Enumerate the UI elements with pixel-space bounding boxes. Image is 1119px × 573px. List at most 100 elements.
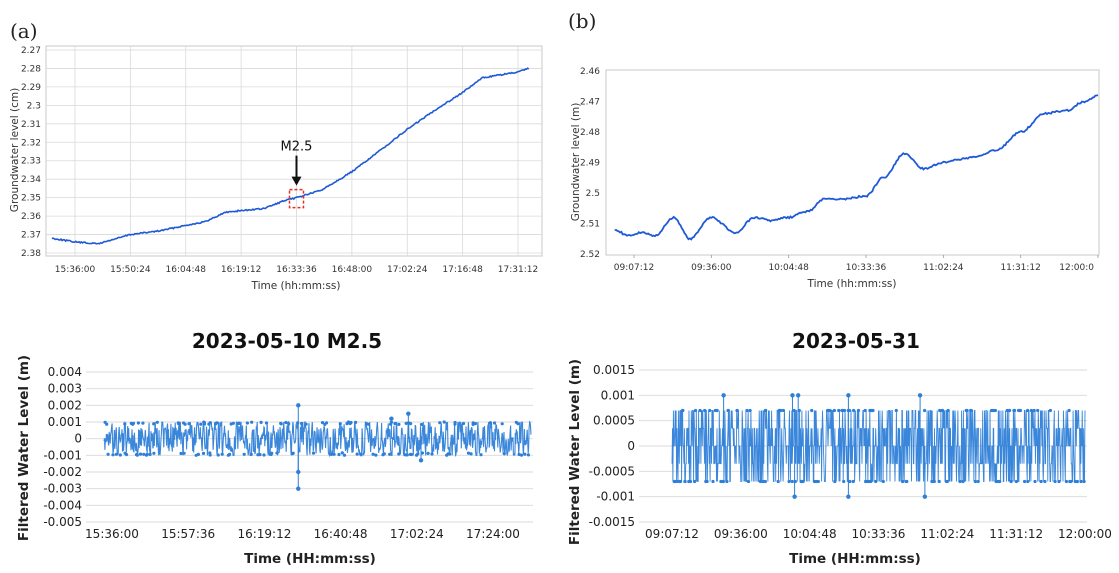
data-point xyxy=(930,479,934,484)
data-point xyxy=(329,452,333,456)
y-ticks-a-bottom: 0.004 0.003 0.002 0.001 0 -0.001 -0.002 -0.003 -… xyxy=(43,365,82,529)
x-tick-label: 15:36:00 xyxy=(85,527,139,541)
data-point xyxy=(409,452,414,457)
y-tick-label: -0.004 xyxy=(43,498,82,512)
data-point xyxy=(106,452,110,456)
data-point xyxy=(354,420,358,424)
outlier-point xyxy=(795,393,801,398)
data-point xyxy=(746,479,751,484)
data-point xyxy=(208,421,212,425)
groundwater-line-b xyxy=(614,94,1099,241)
data-point xyxy=(284,420,288,425)
x-tick-label: 10:04:48 xyxy=(768,263,809,273)
data-point xyxy=(492,421,497,425)
y-tick-label: 2.48 xyxy=(580,128,600,138)
data-point xyxy=(345,422,349,426)
panel-label-a: (a) xyxy=(10,19,38,43)
x-tick-label: 16:48:00 xyxy=(332,265,373,275)
y-tick-label: 0.003 xyxy=(48,382,82,396)
data-point xyxy=(1082,479,1086,484)
data-point xyxy=(332,452,336,456)
x-ticks-b-bottom: 09:07:12 09:36:00 10:04:48 10:33:36 11:02:24… xyxy=(645,527,1112,541)
data-point xyxy=(426,451,430,455)
data-point xyxy=(1036,408,1040,413)
y-axis-label-b-bottom: Filtered Water Level (m) xyxy=(567,359,583,545)
outlier-point xyxy=(418,458,424,463)
filtered-noise-band xyxy=(671,410,1086,482)
data-point xyxy=(1026,408,1030,413)
series-b-top xyxy=(614,94,1099,241)
data-point xyxy=(693,479,697,484)
data-point xyxy=(833,479,837,484)
data-point xyxy=(1014,479,1019,484)
x-tick-label: 16:19:12 xyxy=(221,265,261,275)
data-point xyxy=(1057,479,1061,484)
y-tick-label: 2.46 xyxy=(580,67,600,77)
data-point xyxy=(994,479,998,484)
x-axis-label-b-top: Time (hh:mm:ss) xyxy=(806,278,896,290)
data-point xyxy=(250,420,254,424)
data-point xyxy=(519,453,524,457)
y-tick-label: 0.001 xyxy=(601,388,635,402)
data-point xyxy=(851,479,855,484)
data-point xyxy=(852,408,856,413)
data-point xyxy=(304,422,308,426)
x-tick-label: 11:31:12 xyxy=(1000,263,1040,273)
y-tick-label: 2.47 xyxy=(580,98,600,108)
data-point xyxy=(488,421,492,425)
data-point xyxy=(259,420,263,424)
data-point xyxy=(678,479,683,484)
y-tick-label: 2.35 xyxy=(21,194,41,204)
data-point xyxy=(869,479,873,484)
data-point xyxy=(300,421,304,426)
data-point xyxy=(262,453,266,457)
data-point xyxy=(1073,479,1077,484)
data-point xyxy=(182,451,186,455)
outlier-point xyxy=(406,411,411,416)
outlier-point xyxy=(790,393,795,398)
data-point xyxy=(711,479,715,484)
data-point xyxy=(466,451,471,455)
x-tick-label: 10:33:36 xyxy=(846,263,887,273)
y-ticks-b-top: 2.46 2.47 2.48 2.49 2.5 2.51 2.52 xyxy=(580,67,600,260)
data-point xyxy=(776,479,780,484)
series-a-bottom xyxy=(103,403,532,491)
data-point xyxy=(438,421,442,425)
x-tick-label: 17:24:00 xyxy=(466,527,520,541)
data-point xyxy=(904,479,908,484)
data-point xyxy=(761,479,765,484)
data-point xyxy=(152,422,156,426)
data-point xyxy=(842,479,846,484)
data-point xyxy=(359,452,363,456)
data-point xyxy=(992,408,996,413)
data-point xyxy=(1064,479,1068,484)
data-point xyxy=(208,453,212,457)
data-point xyxy=(194,453,198,457)
x-tick-label: 10:33:36 xyxy=(852,527,906,541)
data-point xyxy=(187,422,191,426)
data-point xyxy=(155,420,159,424)
x-tick-label: 16:33:36 xyxy=(276,265,317,275)
annotation-m25-label: M2.5 xyxy=(281,140,313,155)
data-point xyxy=(479,453,483,457)
data-point xyxy=(1067,408,1071,413)
data-point xyxy=(826,408,830,413)
outlier-point xyxy=(389,416,394,421)
data-point xyxy=(201,451,206,455)
data-point xyxy=(675,479,679,484)
x-tick-label: 11:31:12 xyxy=(989,527,1043,541)
x-axis-label-a-bottom: Time (HH:mm:ss) xyxy=(244,551,376,567)
data-point xyxy=(419,422,424,427)
outlier-point xyxy=(922,494,928,499)
y-tick-label: 2.34 xyxy=(21,175,41,185)
data-point xyxy=(420,451,424,455)
data-point xyxy=(698,408,702,413)
data-point xyxy=(471,422,475,426)
plot-frame-b-top xyxy=(605,69,1100,256)
data-point xyxy=(894,408,898,413)
y-tick-label: 2.5 xyxy=(586,189,600,199)
data-point xyxy=(179,451,183,456)
data-point xyxy=(932,479,936,484)
data-point xyxy=(708,408,712,413)
